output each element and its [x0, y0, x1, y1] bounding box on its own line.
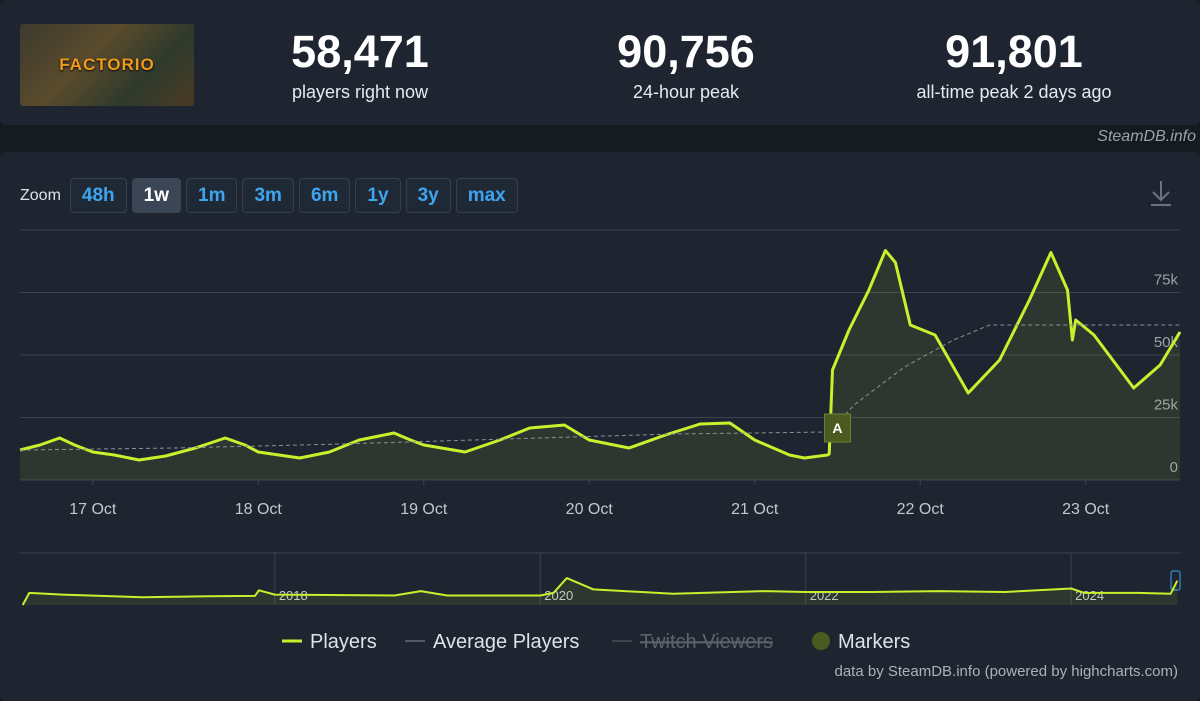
stat: 58,471 players right now [210, 26, 510, 103]
zoom-button[interactable]: max [455, 178, 518, 213]
zoom-button[interactable]: 1m [186, 178, 238, 213]
stat: 91,801 all-time peak 2 days ago [864, 26, 1164, 103]
zoom-button[interactable]: 3m [242, 178, 294, 213]
area-fill [22, 578, 1178, 605]
players-line [19, 249, 1182, 462]
legend-label[interactable]: Markers [838, 631, 910, 653]
zoom-button[interactable]: 6m [298, 178, 351, 213]
zoom-bar: Zoom 48h 1w 1m 3m 6m 1y 3y max [20, 178, 518, 213]
x-tick-label: 21 Oct [731, 501, 779, 518]
y-tick-label: 0 [1170, 459, 1178, 476]
legend-symbol [812, 632, 830, 650]
marker [823, 413, 851, 443]
game-logo: FACTORIO [20, 24, 194, 106]
x-tick-label: 23 Oct [1062, 501, 1110, 518]
legend-label[interactable]: Twitch Viewers [640, 631, 773, 653]
x-tick-label: 22 Oct [897, 501, 945, 518]
legend-label[interactable]: Average Players [433, 631, 579, 653]
legend-label[interactable]: Players [310, 631, 377, 653]
y-tick-label: 25k [1154, 397, 1179, 414]
y-tick-label: 75k [1154, 272, 1179, 289]
navigator-handle[interactable] [1170, 570, 1181, 591]
zoom-button[interactable]: 48h [69, 178, 127, 213]
stats-panel: FACTORIO 58,471 players right now 90,756 2… [0, 0, 1200, 125]
credits: data by SteamDB.info (powered by highcha… [835, 663, 1179, 680]
stat: 90,756 24-hour peak [536, 26, 836, 103]
x-tick-label: 20 Oct [566, 501, 614, 518]
chart-panel [0, 152, 1200, 701]
stat-label: 24-hour peak [632, 82, 740, 102]
marker-label: A [832, 420, 842, 436]
area-fill [20, 250, 1180, 480]
zoom-button[interactable]: 1y [355, 178, 401, 213]
x-tick-label: 17 Oct [69, 501, 117, 518]
stat-value: 90,756 [617, 26, 755, 77]
stat-label: all-time peak 2 days ago [916, 82, 1112, 102]
logo-text: FACTORIO [59, 55, 155, 74]
site-label: SteamDB.info [1097, 128, 1196, 145]
stat-value: 91,801 [945, 26, 1083, 77]
x-tick-label: 18 Oct [235, 501, 283, 518]
zoom-label: Zoom [20, 186, 61, 204]
stat-value: 58,471 [291, 26, 429, 77]
download-icon[interactable] [1151, 181, 1171, 206]
players-line [21, 577, 1179, 606]
x-tick-label: 2020 [544, 588, 573, 603]
zoom-button[interactable]: 1w [131, 178, 182, 213]
stat-label: players right now [291, 82, 429, 102]
x-tick-label: 19 Oct [400, 501, 448, 518]
zoom-button[interactable]: 3y [405, 178, 451, 213]
